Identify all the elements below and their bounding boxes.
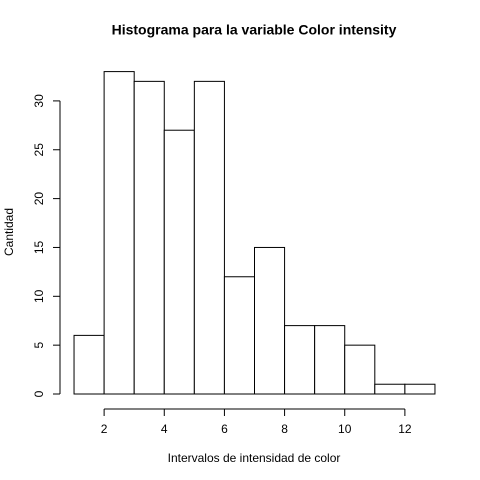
bar bbox=[163, 129, 195, 395]
y-tick-label: 10 bbox=[32, 289, 46, 303]
bar bbox=[374, 383, 406, 395]
y-tick-label: 20 bbox=[32, 192, 46, 206]
bar bbox=[404, 383, 436, 395]
x-tick-label: 2 bbox=[101, 422, 108, 436]
bar bbox=[254, 246, 286, 395]
bar bbox=[103, 71, 135, 395]
bar bbox=[284, 325, 316, 395]
bar bbox=[344, 344, 376, 395]
x-tick-label: 10 bbox=[338, 422, 352, 436]
y-tick-label: 5 bbox=[32, 341, 46, 348]
bar bbox=[223, 276, 255, 395]
y-tick-label: 30 bbox=[32, 94, 46, 108]
bar bbox=[133, 80, 165, 395]
x-tick-label: 8 bbox=[281, 422, 288, 436]
y-tick-label: 25 bbox=[32, 143, 46, 157]
y-tick-label: 15 bbox=[32, 240, 46, 254]
bar bbox=[314, 325, 346, 395]
x-tick-label: 12 bbox=[398, 422, 412, 436]
y-axis-label: Cantidad bbox=[2, 208, 16, 256]
bar bbox=[73, 334, 105, 395]
bar bbox=[193, 80, 225, 395]
x-tick-label: 6 bbox=[221, 422, 228, 436]
x-tick-label: 4 bbox=[161, 422, 168, 436]
y-tick-label: 0 bbox=[32, 390, 46, 397]
x-axis-label: Intervalos de intensidad de color bbox=[168, 451, 341, 465]
chart-title: Histograma para la variable Color intens… bbox=[112, 22, 397, 38]
